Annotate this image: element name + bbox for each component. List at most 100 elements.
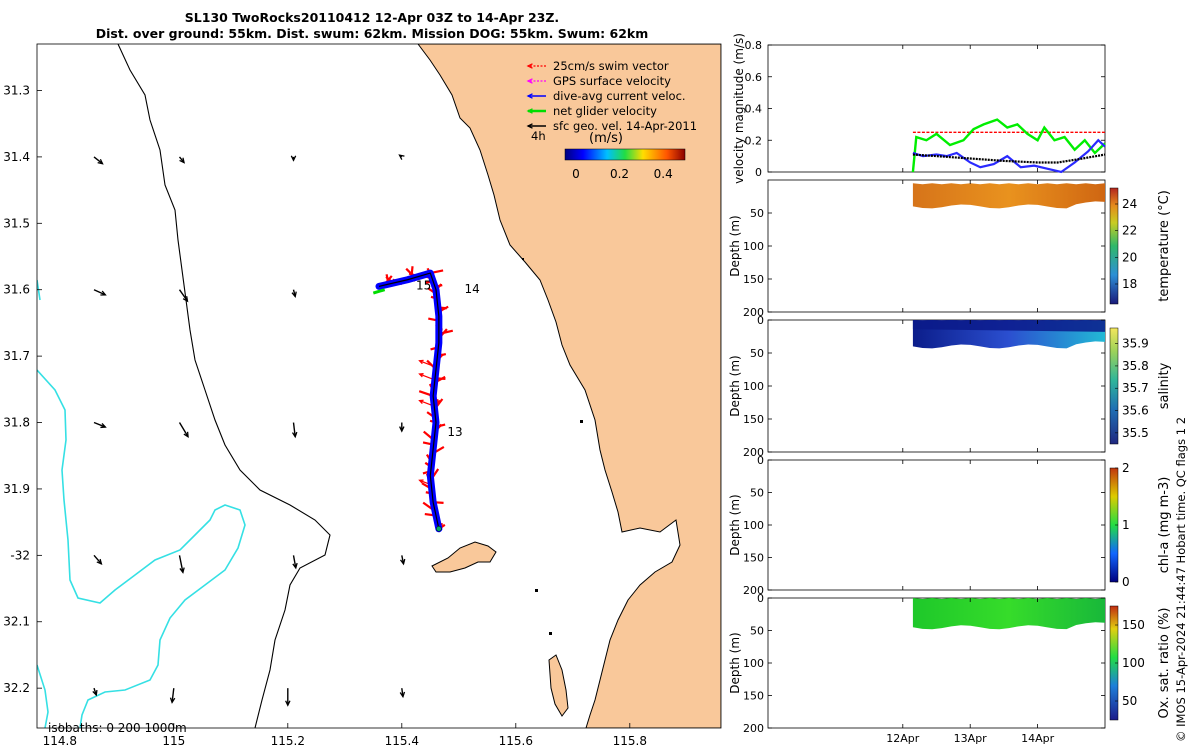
depth-tick-label: 100 <box>743 519 764 532</box>
chlorophyll-section-y-label: Depth (m) <box>728 494 742 555</box>
legend-entry-label: net glider velocity <box>553 104 657 118</box>
temperature-section-colorbar <box>1109 187 1119 305</box>
oxygen-saturation-section-data-band <box>912 598 1105 630</box>
depth-tick-label: 150 <box>743 413 764 426</box>
legend-swatch-arrowhead <box>526 78 533 84</box>
temperature-section-colorbar-label: temperature (°C) <box>1157 190 1172 302</box>
map-y-axis: 31.3 31.4 31.5 31.6 31.7 31.8 31.9 -32 32.1 32.2 <box>3 83 42 695</box>
swim-vector-arrowhead <box>418 479 424 484</box>
map-y-tick-label: 31.8 <box>3 416 30 430</box>
geo-velocity-arrow <box>93 554 102 565</box>
islet <box>522 258 524 260</box>
salinity-section-colorbar <box>1109 327 1119 445</box>
colorbar-tick-label: 150 <box>1122 618 1145 632</box>
geo-velocity-arrow <box>93 421 106 428</box>
salinity-section-colorbar-label: salinity <box>1157 362 1172 409</box>
map-frame <box>36 43 722 729</box>
oxygen-saturation-section-panel: 0 50 100 150 200 Depth (m) 50 100 150 Ox. sat. ra… <box>728 592 1172 735</box>
depth-tick-label: 150 <box>743 552 764 565</box>
geo-velocity-arrow <box>93 156 103 165</box>
colorbar-tick-label: 0.2 <box>610 167 629 181</box>
depth-tick-label: 0 <box>757 592 764 605</box>
geo-velocity-vectors <box>92 154 406 707</box>
velocity-y-tick-label: 0.4 <box>745 103 763 116</box>
colorbar-tick-label: 35.5 <box>1122 426 1149 440</box>
chlorophyll-section-colorbar-label: chl-a (mg m-3) <box>1157 477 1172 574</box>
geo-velocity-arrow <box>178 555 184 573</box>
time-tick-label: 13Apr <box>954 732 988 745</box>
isobath-1000m-south <box>37 664 49 728</box>
legend-swatch-arrowhead <box>526 108 533 114</box>
depth-tick-label: 100 <box>743 657 764 670</box>
temperature-section-panel: 50 100 150 200 Depth (m) 18 20 22 24 temperature … <box>728 179 1172 319</box>
geo-velocity-arrowhead <box>398 154 405 160</box>
glider-track-line <box>378 272 440 529</box>
depth-tick-label: 200 <box>743 446 764 459</box>
geo-velocity-arrowhead <box>92 689 98 697</box>
geo-velocity-arrowhead <box>100 290 107 296</box>
velocity-frame <box>767 44 1106 173</box>
geo-velocity-arrowhead <box>100 422 107 429</box>
velocity-y-tick-label: 0.2 <box>745 134 763 147</box>
legend-entry-label: sfc geo. vel. 14-Apr-2011 <box>553 119 697 133</box>
oxygen-saturation-section-colorbar-label: Ox. sat. ratio (%) <box>1157 608 1172 719</box>
legend-entry-label: GPS surface velocity <box>553 74 671 88</box>
day-label: 13 <box>447 425 462 439</box>
geo-velocity-arrow <box>93 289 106 296</box>
geo-velocity-arrowhead <box>183 431 189 439</box>
geo-velocity-arrowhead <box>96 558 103 566</box>
colorbar-tick-label: 0.4 <box>654 167 673 181</box>
geo-velocity-arrowhead <box>399 558 406 566</box>
colorbar-tick-label: 1 <box>1122 518 1130 532</box>
swim-vector-arrowhead <box>418 373 424 378</box>
legend-swatch-arrowhead <box>526 93 533 99</box>
map-y-tick-label: 31.7 <box>3 349 30 363</box>
geo-velocity-arrow <box>292 422 296 437</box>
geo-velocity-arrowhead <box>169 697 176 704</box>
velocity-y-tick-label: 0.8 <box>745 39 763 52</box>
salinity-upper-layer <box>912 320 1105 332</box>
chlorophyll-section-panel: 0 50 100 150 200 Depth (m) 0 1 2 chl-a (mg m-3) <box>728 454 1172 597</box>
coastline-land <box>417 44 721 728</box>
depth-tick-label: 200 <box>743 722 764 735</box>
map-x-tick-label: 115.8 <box>613 734 647 748</box>
depth-tick-label: 200 <box>743 584 764 597</box>
isobath-1000m <box>37 369 246 728</box>
geo-velocity-arrow <box>292 555 297 569</box>
colorbar-tick-label: 50 <box>1122 694 1137 708</box>
salinity-section-panel: 0 50 100 150 200 Depth (m) 35.5 35.6 35.7 35.8 35.… <box>728 314 1172 459</box>
geo-velocity-arrowhead <box>290 155 297 162</box>
geo-velocity-arrowhead <box>179 157 185 164</box>
velocity-y-tick-label: 0 <box>755 166 762 179</box>
depth-tick-label: 50 <box>750 207 764 220</box>
day-label: 14 <box>465 282 480 296</box>
swim-vector <box>419 373 433 380</box>
geo-velocity-arrowhead <box>182 296 189 303</box>
map-y-tick-label: 32.2 <box>3 681 30 695</box>
legend-geo-time: 4h <box>531 129 546 143</box>
depth-tick-label: 50 <box>750 487 764 500</box>
velocity-series-geo <box>912 153 1106 164</box>
map-x-tick-label: 115.6 <box>499 734 533 748</box>
deployment-point <box>436 526 442 532</box>
temperature-section-y-label: Depth (m) <box>728 215 742 276</box>
legend-entry-label: dive-avg current veloc. <box>553 89 686 103</box>
islet <box>535 589 538 592</box>
temperature-section-data-band <box>912 183 1105 209</box>
garden-island <box>548 654 569 717</box>
time-tick-label: 12Apr <box>886 732 920 745</box>
velocity-y-label: velocity magnitude (m/s) <box>732 33 746 184</box>
legend-swatch-arrowhead <box>526 63 533 69</box>
colorbar-ticks: 0 0.2 0.4 <box>572 167 673 181</box>
geo-velocity-arrowhead <box>97 158 104 165</box>
geo-velocity-arrow <box>178 422 189 438</box>
day-labels: 13 14 15 <box>416 279 480 439</box>
map-y-tick-label: -32 <box>10 548 30 562</box>
map-x-tick-label: 114.8 <box>43 734 77 748</box>
depth-tick-label: 150 <box>743 273 764 286</box>
colorbar-tick-label: 100 <box>1122 656 1145 670</box>
swim-vector <box>419 400 433 407</box>
